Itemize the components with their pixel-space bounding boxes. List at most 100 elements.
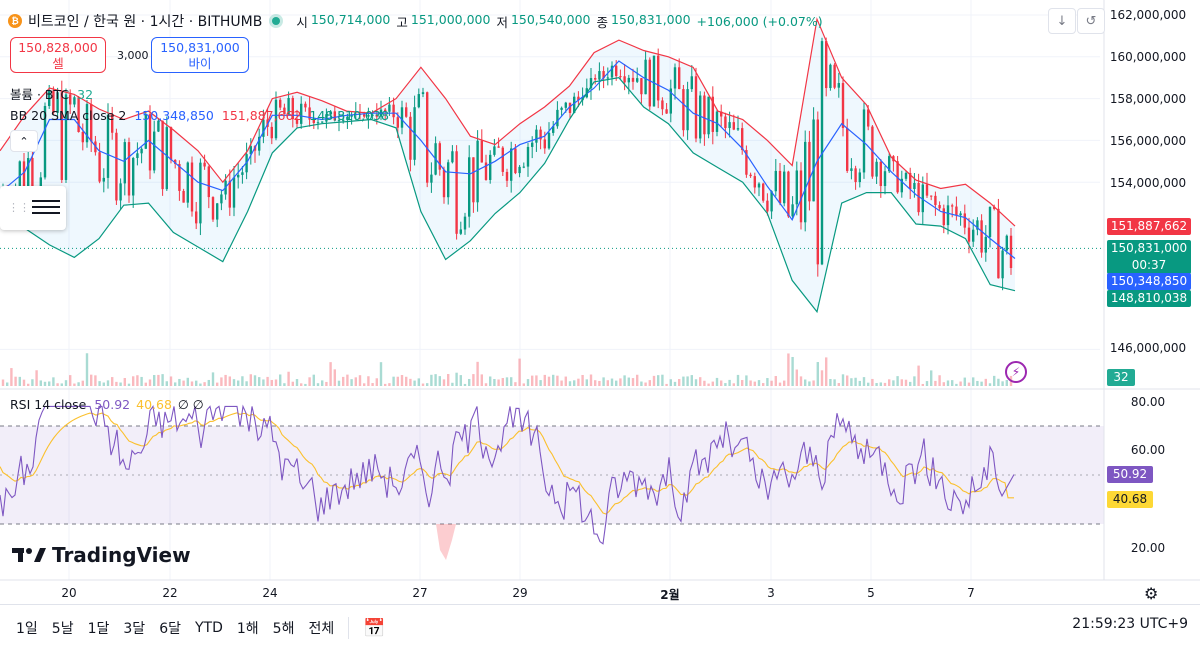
volume-bar bbox=[522, 383, 525, 386]
lightning-icon[interactable]: ⚡ bbox=[1005, 361, 1027, 383]
volume-bar bbox=[648, 380, 651, 386]
volume-bar bbox=[287, 371, 290, 386]
volume-bar bbox=[182, 380, 185, 386]
candle-body bbox=[480, 140, 483, 163]
buy-button[interactable]: 150,831,000 바이 bbox=[151, 37, 249, 73]
download-icon[interactable]: ↓ bbox=[1048, 8, 1076, 34]
candle-body bbox=[430, 174, 433, 183]
volume-bar bbox=[363, 383, 366, 386]
candle-body bbox=[518, 166, 521, 174]
candle-body bbox=[774, 170, 777, 192]
drag-handle-icon[interactable]: ⋮⋮ bbox=[8, 201, 30, 214]
volume-bar bbox=[837, 383, 840, 386]
candle-body bbox=[73, 97, 76, 105]
volume-legend[interactable]: 볼륨 · BTC 32 bbox=[10, 84, 93, 103]
volume-bar bbox=[342, 376, 345, 386]
volume-bar bbox=[757, 380, 761, 386]
price-axis-label: 154,000,000 bbox=[1109, 176, 1187, 190]
candle-body bbox=[199, 162, 202, 224]
range-1m[interactable]: 1달 bbox=[87, 621, 110, 637]
volume-bar bbox=[308, 377, 311, 386]
fullscreen-icon[interactable]: ↺ bbox=[1077, 8, 1105, 34]
candle-body bbox=[493, 146, 496, 155]
rsi-axis-label: 20.00 bbox=[1130, 541, 1166, 555]
candle-body bbox=[501, 147, 504, 172]
candle-body bbox=[980, 220, 983, 253]
range-5d[interactable]: 5날 bbox=[51, 621, 74, 637]
rsi-legend-ma: 40.68 bbox=[136, 397, 172, 412]
volume-bar bbox=[589, 374, 593, 386]
range-1d[interactable]: 1일 bbox=[16, 621, 38, 637]
candle-body bbox=[745, 150, 748, 175]
candle-body bbox=[472, 157, 475, 203]
price-axis-label: 160,000,000 bbox=[1109, 50, 1187, 64]
volume-bar bbox=[497, 379, 500, 386]
volume-bar bbox=[564, 376, 567, 386]
symbol-title[interactable]: 비트코인 / 한국 원 · 1시간 · BITHUMB bbox=[28, 14, 263, 30]
candle-body bbox=[98, 152, 101, 182]
volume-bar bbox=[22, 379, 26, 386]
candle-body bbox=[195, 211, 198, 224]
volume-bar bbox=[858, 380, 861, 386]
candle-body bbox=[984, 236, 987, 253]
volume-bar bbox=[728, 379, 731, 386]
volume-bar bbox=[644, 382, 647, 386]
volume-bar bbox=[711, 381, 714, 386]
candle-body bbox=[682, 89, 685, 131]
candle-body bbox=[862, 109, 866, 173]
volume-bar bbox=[925, 381, 929, 386]
ohlc-low: 저 150,540,000 bbox=[496, 11, 591, 30]
range-all[interactable]: 전체 bbox=[308, 621, 335, 637]
volume-bar bbox=[81, 380, 84, 386]
volume-bar bbox=[447, 374, 450, 386]
timezone-clock[interactable]: 21:59:23 UTC+9 bbox=[1072, 616, 1188, 632]
volume-bar bbox=[862, 377, 866, 386]
range-6m[interactable]: 6달 bbox=[159, 621, 181, 637]
date-range-calendar-icon[interactable]: 📅 bbox=[363, 617, 386, 639]
range-5y[interactable]: 5해 bbox=[272, 621, 295, 637]
volume-bar bbox=[665, 383, 668, 386]
sell-price: 150,828,000 bbox=[18, 40, 98, 55]
volume-bar bbox=[841, 374, 845, 386]
bb-legend[interactable]: BB 20 SMA close 2 150,348,850 151,887,66… bbox=[10, 108, 389, 123]
volume-bar bbox=[846, 375, 849, 386]
chart-canvas[interactable] bbox=[0, 0, 1200, 604]
candle-body bbox=[405, 107, 408, 117]
bb-legend-name: BB 20 SMA close 2 bbox=[10, 108, 127, 123]
collapse-legend-button[interactable]: ⌃ bbox=[10, 130, 38, 152]
bb-lower-price-tag: 148,810,038 bbox=[1107, 290, 1191, 307]
candle-body bbox=[783, 171, 786, 204]
time-axis-label: 27 bbox=[412, 586, 428, 600]
range-3m[interactable]: 3달 bbox=[123, 621, 146, 637]
volume-bar bbox=[493, 379, 496, 386]
range-ytd[interactable]: YTD bbox=[194, 620, 223, 636]
volume-bar bbox=[396, 376, 399, 386]
candle-body bbox=[669, 88, 672, 114]
candle-body bbox=[90, 104, 93, 142]
volume-bar bbox=[900, 379, 903, 386]
volume-bar bbox=[787, 353, 790, 386]
candle-body bbox=[111, 114, 114, 133]
tradingview-logo[interactable]: TradingView bbox=[12, 543, 191, 567]
candle-body bbox=[778, 170, 782, 204]
rsi-legend[interactable]: RSI 14 close 50.92 40.68 ∅ ∅ bbox=[10, 397, 204, 412]
sell-button[interactable]: 150,828,000 셀 bbox=[10, 37, 106, 73]
candle-body bbox=[153, 131, 156, 171]
volume-bar bbox=[291, 381, 294, 386]
candle-body bbox=[547, 132, 551, 149]
candle-body bbox=[724, 116, 727, 129]
volume-bar bbox=[913, 376, 916, 386]
candle-body bbox=[421, 92, 425, 95]
bar-countdown: 00:37 bbox=[1131, 258, 1167, 272]
drawing-toolbar[interactable]: ⋮⋮ bbox=[0, 186, 66, 230]
time-axis-label: 7 bbox=[967, 586, 975, 600]
settings-icon[interactable]: ⚙ bbox=[1144, 584, 1159, 603]
candle-body bbox=[728, 122, 731, 129]
volume-bar bbox=[161, 374, 164, 386]
volume-bar bbox=[216, 382, 219, 386]
range-1y[interactable]: 1해 bbox=[236, 621, 259, 637]
volume-bar bbox=[703, 380, 706, 386]
candle-body bbox=[816, 119, 819, 265]
volume-bar bbox=[480, 374, 483, 386]
object-tree-icon[interactable] bbox=[32, 197, 60, 219]
